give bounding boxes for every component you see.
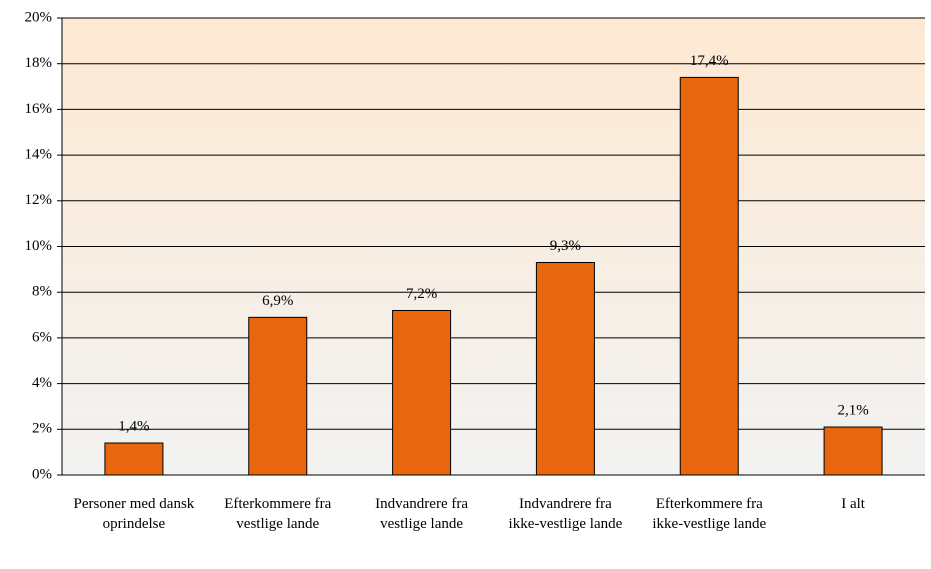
bar [535,261,595,476]
x-tick-label: Efterkommere fra ikke-vestlige lande [652,496,767,532]
data-label: 2,1% [837,402,868,418]
data-label: 6,9% [262,293,293,309]
y-tick-label: 8% [32,284,52,300]
bar [248,316,308,476]
y-tick-label: 4% [32,375,52,391]
data-label: 1,4% [118,418,149,434]
data-label: 17,4% [690,53,729,69]
bar [392,309,452,476]
y-tick-label: 10% [25,238,53,254]
x-tick-label: Indvandrere fra ikke-vestlige lande [508,496,623,532]
y-tick-label: 0% [32,466,52,482]
y-tick-label: 6% [32,329,52,345]
y-tick-label: 2% [32,421,52,437]
y-tick-label: 14% [25,147,53,163]
bar [823,426,883,476]
x-tick-label: I alt [841,496,865,512]
y-tick-label: 16% [25,101,53,117]
data-label: 9,3% [550,238,581,254]
x-tick-label: Indvandrere fra vestlige lande [375,496,468,532]
data-label: 7,2% [406,286,437,302]
x-tick-label: Personer med dansk oprindelse [73,496,195,532]
bar [104,442,164,476]
y-tick-label: 18% [25,55,53,71]
x-tick-label: Efterkommere fra vestlige lande [224,496,332,532]
y-tick-label: 20% [25,9,53,25]
y-tick-label: 12% [25,192,53,208]
bar [679,76,739,476]
